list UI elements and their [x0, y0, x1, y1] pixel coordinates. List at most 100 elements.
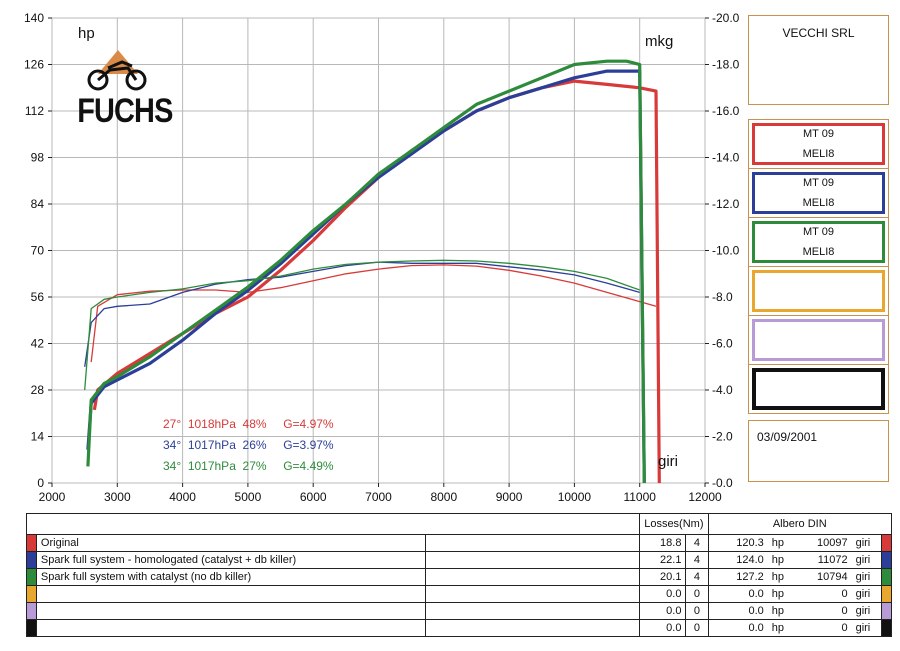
table-row: 0.0 0 0.0 hp 0 giri: [26, 602, 892, 620]
y-right-tick-label: -4.0: [712, 383, 733, 397]
x-tick-label: 8000: [430, 490, 457, 504]
row-hp-unit: hp: [767, 602, 798, 620]
row-rpm: 10097: [797, 534, 852, 552]
row-hp: 0.0: [707, 602, 768, 620]
run-box-2: MT 09 MELI8: [748, 168, 889, 218]
y-right-tick-label: -8.0: [712, 290, 733, 304]
row-losses: 0.0: [639, 585, 687, 603]
y-left-tick-label: 98: [31, 151, 45, 165]
torque-curve-2: [84, 261, 640, 367]
x-tick-label: 12000: [688, 490, 722, 504]
row-rpm: 11072: [797, 551, 852, 569]
table-row: Spark full system - homologated (catalys…: [26, 551, 892, 569]
row-color-swatch: [26, 619, 37, 637]
x-tick-label: 11000: [623, 490, 656, 504]
company-name: VECCHI SRL: [782, 26, 855, 40]
x-tick-label: 7000: [365, 490, 392, 504]
run-vehicle: MT 09: [803, 128, 834, 140]
row-color-swatch: [26, 585, 37, 603]
run-config: MELI8: [802, 197, 835, 209]
row-losses: 18.8: [639, 534, 687, 552]
row-label: Spark full system - homologated (catalys…: [35, 551, 426, 569]
chart-ticks: 2000 3000 4000 5000 6000 7000 8000 9000 10000 110…: [24, 11, 740, 504]
chart-curves: [84, 59, 661, 484]
row-color-swatch: [881, 585, 892, 603]
y-right-tick-label: -18.0: [712, 58, 740, 72]
y-right-tick-label: -6.0: [712, 337, 733, 351]
y-left-tick-label: 126: [24, 58, 44, 72]
x-tick-label: 3000: [104, 490, 131, 504]
y-right-tick-label: -16.0: [712, 104, 740, 118]
row-hp: 124.0: [707, 551, 768, 569]
run-condition-3: 34° 1017hPa 27% G=4.49%: [163, 459, 334, 473]
date-box: 03/09/2001: [748, 420, 889, 482]
row-notes: [424, 534, 641, 552]
row-hp-unit: hp: [767, 585, 798, 603]
row-rpm-unit: giri: [851, 568, 883, 586]
row-notes: [424, 551, 641, 569]
run-box-1: MT 09 MELI8: [748, 119, 889, 169]
row-hp-unit: hp: [767, 551, 798, 569]
run-box-3: MT 09 MELI8: [748, 217, 889, 267]
torque-curve-3: [84, 259, 640, 391]
test-date: 03/09/2001: [757, 430, 818, 444]
row-losses: 0.0: [639, 602, 687, 620]
row-rpm-unit: giri: [851, 619, 883, 637]
row-losses-n: 4: [685, 568, 709, 586]
row-hp-unit: hp: [767, 568, 798, 586]
chart-grid: [51, 17, 706, 484]
company-box: VECCHI SRL: [748, 15, 889, 105]
y-right-tick-label: -14.0: [712, 151, 740, 165]
row-losses-n: 4: [685, 551, 709, 569]
row-notes: [424, 585, 641, 603]
y-left-tick-label: 140: [24, 11, 44, 25]
row-color-swatch: [881, 619, 892, 637]
row-hp: 120.3: [707, 534, 768, 552]
table-row: Spark full system with catalyst (no db k…: [26, 568, 892, 586]
results-table: Losses(Nm) Albero DIN Original 18.8 4 120.3…: [25, 513, 892, 637]
y-left-tick-label: 42: [31, 337, 45, 351]
y-left-tick-label: 84: [31, 197, 45, 211]
y-left-unit-label: hp: [78, 25, 95, 42]
logo-wordmark: FUCHS: [77, 92, 173, 130]
row-rpm: 10794: [797, 568, 852, 586]
row-color-swatch: [26, 551, 37, 569]
row-color-swatch: [881, 602, 892, 620]
row-losses-n: 0: [685, 602, 709, 620]
run-condition-2: 34° 1017hPa 26% G=3.97%: [163, 438, 334, 452]
fuchs-logo: FUCHS: [70, 46, 173, 138]
torque-curve-1: [90, 264, 657, 363]
motorcycle-icon: [87, 50, 147, 91]
y-left-tick-label: 112: [25, 104, 44, 118]
table-row: 0.0 0 0.0 hp 0 giri: [26, 619, 892, 637]
row-rpm: 0: [797, 602, 852, 620]
row-label: [35, 585, 426, 603]
row-color-swatch: [26, 534, 37, 552]
row-losses-n: 4: [685, 534, 709, 552]
x-tick-label: 6000: [300, 490, 327, 504]
row-rpm-unit: giri: [851, 551, 883, 569]
row-hp: 127.2: [707, 568, 768, 586]
row-rpm-unit: giri: [851, 602, 883, 620]
power-curve-3: [86, 59, 646, 484]
run-color-frame: MT 09 MELI8: [752, 221, 885, 263]
run-color-frame: [752, 368, 885, 410]
row-label: Original: [35, 534, 426, 552]
run-color-frame: [752, 319, 885, 361]
row-hp: 0.0: [707, 619, 768, 637]
run-color-frame: [752, 270, 885, 312]
y-left-tick-label: 0: [37, 476, 44, 490]
x-tick-label: 2000: [39, 490, 66, 504]
row-notes: [424, 602, 641, 620]
run-color-frame: MT 09 MELI8: [752, 172, 885, 214]
row-hp: 0.0: [707, 585, 768, 603]
run-config: MELI8: [802, 148, 835, 160]
x-tick-label: 10000: [558, 490, 592, 504]
x-tick-label: 5000: [235, 490, 262, 504]
row-rpm: 0: [797, 585, 852, 603]
run-box-6: [748, 364, 889, 414]
row-label: [35, 619, 426, 637]
row-losses: 22.1: [639, 551, 687, 569]
row-notes: [424, 619, 641, 637]
y-right-tick-label: -2.0: [712, 430, 733, 444]
